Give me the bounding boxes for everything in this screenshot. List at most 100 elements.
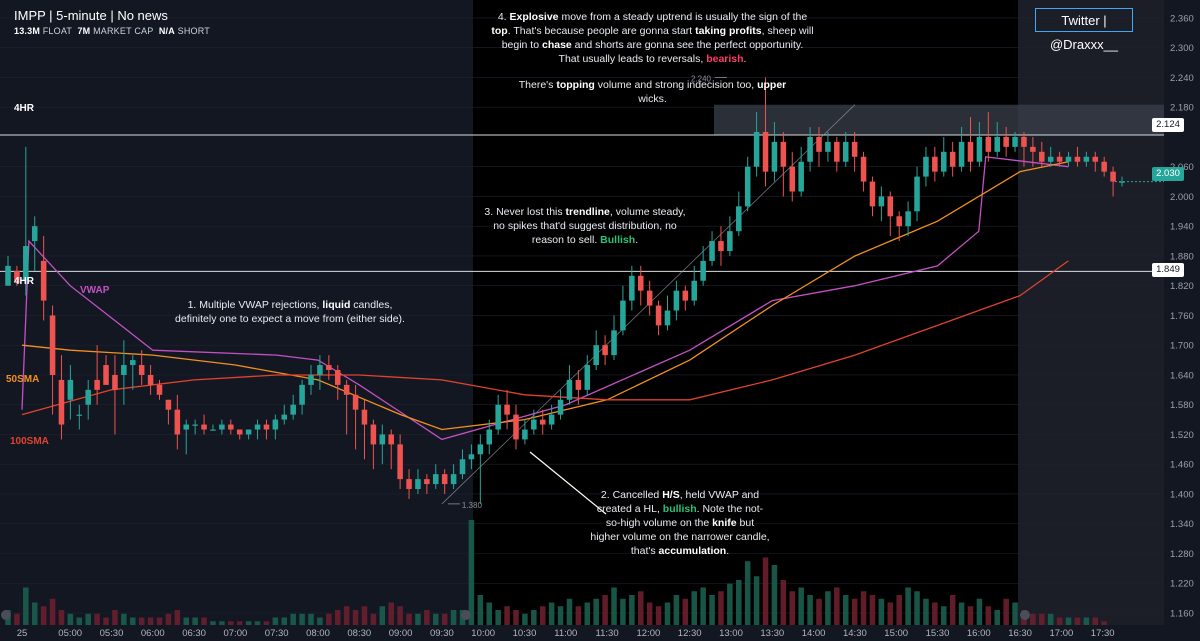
stats-line: 13.3M FLOAT 7M MARKET CAP N/A SHORT [14, 26, 210, 36]
candle-body [76, 414, 83, 416]
volume-bar [201, 617, 207, 625]
market-cap-label: MARKET CAP [93, 26, 154, 36]
y-tick-label: 1.340 [1170, 519, 1194, 530]
candle-body [415, 479, 421, 490]
volume-bar [611, 587, 617, 625]
x-tick-label: 12:30 [678, 628, 702, 639]
volume-bar [620, 598, 626, 625]
volume-bar [121, 613, 127, 625]
volume-bar [236, 621, 243, 625]
volume-bar [798, 587, 804, 625]
volume-bar [744, 561, 751, 625]
annotation-4: 4. Explosive move from a steady uptrend … [491, 11, 814, 65]
session-break-icon [1020, 610, 1030, 620]
volume-bar [317, 617, 323, 625]
candle-body [727, 231, 733, 251]
candle-body [112, 374, 118, 390]
volume-bar [326, 613, 332, 625]
x-tick-label: 09:00 [389, 628, 413, 639]
candle-body [914, 176, 920, 212]
sma100-label: 100SMA [10, 436, 49, 447]
candle-body [5, 265, 11, 286]
candle-body [1003, 136, 1009, 147]
candle-body [744, 166, 751, 207]
candle-body [664, 310, 671, 326]
volume-bar [495, 610, 501, 625]
candle-body [219, 424, 225, 430]
candle-body [165, 399, 172, 410]
y-tick-label: 2.180 [1170, 103, 1194, 114]
candle-body [539, 419, 546, 425]
candle-body [468, 454, 475, 460]
volume-bar [1039, 613, 1045, 625]
candle-body [718, 241, 724, 251]
y-tick-label: 1.760 [1170, 311, 1194, 322]
candle-body [67, 379, 74, 400]
candle-body [1074, 156, 1081, 162]
candle-body [388, 434, 394, 445]
candle-body [1110, 171, 1116, 182]
volume-bar [424, 610, 430, 625]
volume-bar [531, 610, 537, 625]
candle-body [1047, 156, 1054, 162]
candle-body [584, 365, 591, 390]
candle-body [637, 275, 644, 291]
volume-bar [228, 621, 234, 625]
y-tick-label: 2.300 [1170, 43, 1194, 54]
volume-bar [976, 598, 983, 625]
volume-bar [584, 602, 591, 625]
volume-bar [130, 617, 136, 625]
volume-bar [254, 621, 261, 625]
volume-bar [807, 595, 813, 625]
volume-bar [932, 602, 938, 625]
float-label: FLOAT [42, 26, 73, 36]
candle-body [254, 424, 261, 430]
twitter-handle[interactable]: Twitter | @Draxxx__ [1035, 8, 1133, 52]
candle-body [834, 141, 840, 162]
candle-body [753, 131, 760, 167]
candle-body [406, 479, 412, 490]
x-tick-label: 05:00 [58, 628, 82, 639]
volume-bar [887, 602, 894, 625]
annotation-3: 3. Never lost this trendline, volume ste… [484, 206, 686, 246]
volume-bar [1092, 617, 1099, 625]
x-tick-label: 11:30 [596, 628, 619, 639]
candle-body [138, 365, 145, 375]
candle-body [130, 360, 136, 366]
candle-body [201, 424, 207, 430]
volume-bar [174, 610, 181, 625]
volume-bar [646, 602, 653, 625]
volume-bar [851, 598, 858, 625]
short-label: SHORT [177, 26, 210, 36]
volume-bar [655, 606, 662, 625]
candle-body [1119, 181, 1125, 183]
x-tick-label: 09:30 [430, 628, 454, 639]
volume-bar [334, 610, 341, 625]
volume-bar [700, 587, 706, 625]
candle-body [949, 151, 956, 167]
volume-bar [825, 591, 831, 625]
candle-body [263, 424, 270, 430]
volume-bar [31, 602, 38, 625]
volume-bar [682, 598, 689, 625]
level-price-tag-2124: 2.124 [1152, 118, 1184, 132]
x-tick-label: 14:30 [843, 628, 867, 639]
volume-bar [923, 598, 929, 625]
candle-body [326, 365, 332, 371]
candle-body [842, 141, 849, 162]
candle-body [272, 419, 279, 430]
low-marker-label: 1.380 [462, 501, 483, 510]
candle-body [31, 226, 38, 242]
volume-bar [76, 617, 83, 625]
volume-bar [85, 613, 91, 625]
x-tick-label: 06:00 [141, 628, 165, 639]
volume-bar [112, 610, 118, 625]
volume-bar [352, 610, 359, 625]
annotation-4b: There's topping volume and strong indeci… [518, 79, 787, 105]
volume-bar [522, 613, 528, 625]
candle-body [976, 136, 983, 162]
candle-body [210, 429, 216, 431]
x-tick-label: 06:30 [182, 628, 206, 639]
x-tick-label: 13:30 [760, 628, 784, 639]
last-price-tag: 2.030 [1152, 167, 1184, 181]
